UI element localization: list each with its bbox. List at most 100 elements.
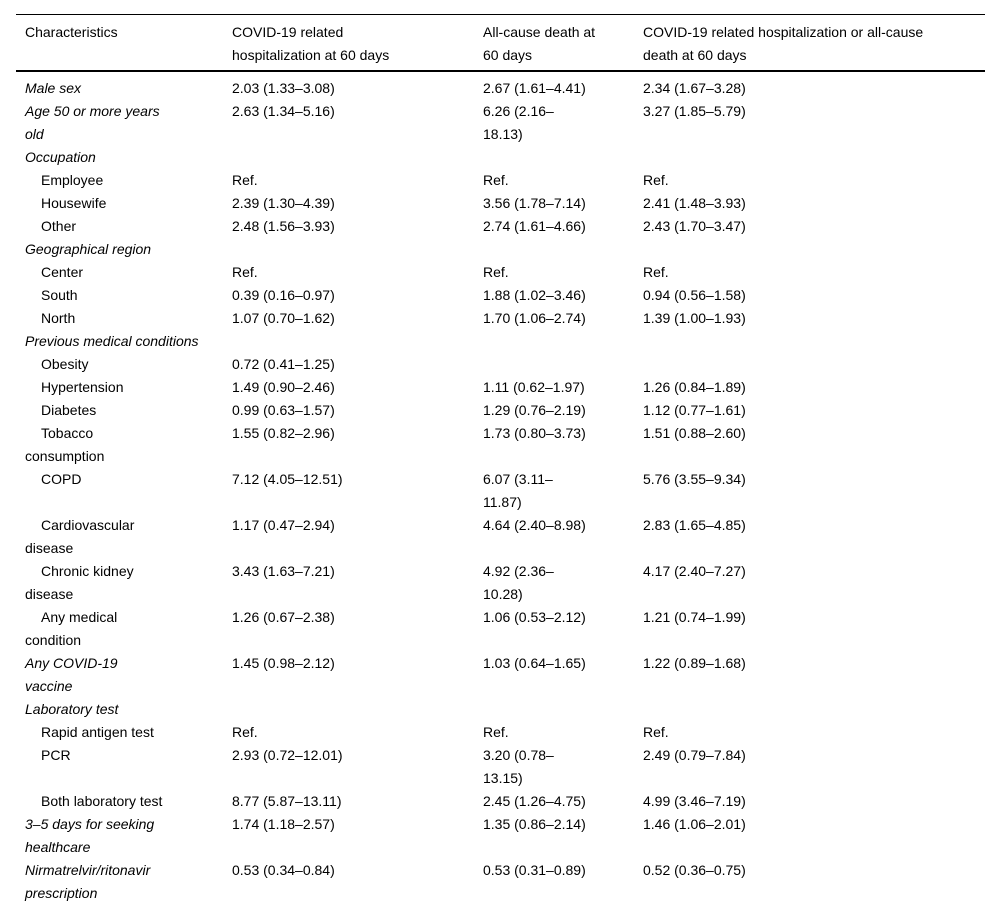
row-label: COPD <box>41 471 82 487</box>
value-cell: 1.29 (0.76–2.19) <box>483 402 586 418</box>
value-cell <box>232 146 483 169</box>
value-cell: Ref. <box>232 724 258 740</box>
value-cell: 2.45 (1.26–4.75) <box>483 793 586 809</box>
value-cell: 3.20 (0.78– 13.15) <box>483 747 554 786</box>
row-label: 3–5 days for seeking healthcare <box>25 816 155 855</box>
value-cell: 2.03 (1.33–3.08) <box>232 80 335 96</box>
row-label: Occupation <box>25 149 96 165</box>
value-cell <box>483 146 643 169</box>
value-cell: 2.83 (1.65–4.85) <box>643 517 746 533</box>
table-row: South 0.39 (0.16–0.97) 1.88 (1.02–3.46) 0.9… <box>16 284 985 307</box>
table-row: Any medical condition 1.26 (0.67–2.38) 1.0… <box>16 606 985 652</box>
value-cell: 2.34 (1.67–3.28) <box>643 80 746 96</box>
value-cell: 1.55 (0.82–2.96) <box>232 425 335 441</box>
section-row: Occupation <box>16 146 985 169</box>
value-cell: 1.46 (1.06–2.01) <box>643 816 746 832</box>
value-cell <box>483 330 643 353</box>
value-cell: 0.94 (0.56–1.58) <box>643 287 746 303</box>
value-cell: Ref. <box>643 264 669 280</box>
results-table: Characteristics COVID-19 related hospita… <box>16 14 985 911</box>
value-cell <box>483 698 643 721</box>
table-row: Center Ref. Ref. Ref. <box>16 261 985 284</box>
value-cell: 4.17 (2.40–7.27) <box>643 563 746 579</box>
value-cell: 1.70 (1.06–2.74) <box>483 310 586 326</box>
value-cell: 0.72 (0.41–1.25) <box>232 356 335 372</box>
row-label: Diabetes <box>41 402 97 418</box>
table-row: Other 2.48 (1.56–3.93) 2.74 (1.61–4.66) 2.4… <box>16 215 985 238</box>
table-row: Chronic kidney disease 3.43 (1.63–7.21) 4.… <box>16 560 985 606</box>
table-row: Age 50 or more years old 2.63 (1.34–5.16)… <box>16 100 985 146</box>
value-cell: 6.26 (2.16– 18.13) <box>483 103 554 142</box>
value-cell: 1.06 (0.53–2.12) <box>483 609 586 625</box>
value-cell <box>232 238 483 261</box>
value-cell: 0.52 (0.36–0.75) <box>643 862 746 878</box>
value-cell: 2.74 (1.61–4.66) <box>483 218 586 234</box>
value-cell: 7.12 (4.05–12.51) <box>232 471 343 487</box>
value-cell: 1.22 (0.89–1.68) <box>643 655 746 671</box>
value-cell: 0.99 (0.63–1.57) <box>232 402 335 418</box>
value-cell: 1.35 (0.86–2.14) <box>483 816 586 832</box>
value-cell: 1.39 (1.00–1.93) <box>643 310 746 326</box>
value-cell <box>483 238 643 261</box>
column-header-covid-hospitalization: COVID-19 related hospitalization at 60 d… <box>232 14 483 72</box>
value-cell <box>643 330 985 353</box>
value-cell: 0.39 (0.16–0.97) <box>232 287 335 303</box>
value-cell: 1.11 (0.62–1.97) <box>483 379 585 395</box>
row-label: Tobacco consumption <box>25 425 105 464</box>
value-cell: 5.76 (3.55–9.34) <box>643 471 746 487</box>
value-cell: 1.07 (0.70–1.62) <box>232 310 335 326</box>
row-label: Both laboratory test <box>41 793 163 809</box>
table-row: 3–5 days for seeking healthcare 1.74 (1.1… <box>16 813 985 859</box>
value-cell: 2.67 (1.61–4.41) <box>483 80 586 96</box>
value-cell: Ref. <box>483 724 509 740</box>
table-body: Male sex 2.03 (1.33–3.08) 2.67 (1.61–4.41)… <box>16 71 985 911</box>
value-cell: 1.26 (0.67–2.38) <box>232 609 335 625</box>
row-label: Cardiovascular disease <box>25 517 135 556</box>
value-cell: 0.53 (0.31–0.89) <box>483 862 586 878</box>
table-row: Tobacco consumption 1.55 (0.82–2.96) 1.73 … <box>16 422 985 468</box>
value-cell <box>643 353 985 376</box>
value-cell: 2.39 (1.30–4.39) <box>232 195 335 211</box>
value-cell: 1.49 (0.90–2.46) <box>232 379 335 395</box>
value-cell: 1.51 (0.88–2.60) <box>643 425 746 441</box>
table-row: Nirmatrelvir/ritonavir prescription 0.53 … <box>16 859 985 911</box>
column-header-hospitalization-or-death: COVID-19 related hospitalization or all-… <box>643 14 985 72</box>
section-row: Geographical region <box>16 238 985 261</box>
value-cell: Ref. <box>483 264 509 280</box>
value-cell: 1.73 (0.80–3.73) <box>483 425 586 441</box>
table-row: Diabetes 0.99 (0.63–1.57) 1.29 (0.76–2.19)… <box>16 399 985 422</box>
value-cell: Ref. <box>643 172 669 188</box>
row-label: Previous medical conditions <box>25 333 199 349</box>
value-cell: 1.03 (0.64–1.65) <box>483 655 586 671</box>
row-label: Age 50 or more years old <box>25 103 160 142</box>
value-cell: 3.27 (1.85–5.79) <box>643 103 746 119</box>
value-cell: 2.43 (1.70–3.47) <box>643 218 746 234</box>
value-cell <box>232 698 483 721</box>
table-row: Cardiovascular disease 1.17 (0.47–2.94) 4.… <box>16 514 985 560</box>
row-label: Nirmatrelvir/ritonavir prescription <box>25 862 151 901</box>
value-cell: 6.07 (3.11– 11.87) <box>483 471 553 510</box>
table-row: Both laboratory test 8.77 (5.87–13.11) 2.4… <box>16 790 985 813</box>
row-label: Housewife <box>41 195 107 211</box>
value-cell <box>232 330 483 353</box>
row-label: Chronic kidney disease <box>25 563 134 602</box>
value-cell: 4.64 (2.40–8.98) <box>483 517 586 533</box>
column-header-characteristics: Characteristics <box>16 14 232 72</box>
table-row: North 1.07 (0.70–1.62) 1.70 (1.06–2.74) 1.3… <box>16 307 985 330</box>
section-row: Laboratory test <box>16 698 985 721</box>
value-cell: 0.53 (0.34–0.84) <box>232 862 335 878</box>
value-cell: 1.17 (0.47–2.94) <box>232 517 335 533</box>
row-label: Employee <box>41 172 104 188</box>
value-cell: 3.43 (1.63–7.21) <box>232 563 335 579</box>
table-row: Rapid antigen test Ref. Ref. Ref. <box>16 721 985 744</box>
table-row: Male sex 2.03 (1.33–3.08) 2.67 (1.61–4.41)… <box>16 71 985 100</box>
value-cell: 4.92 (2.36– 10.28) <box>483 563 554 602</box>
value-cell: 1.21 (0.74–1.99) <box>643 609 746 625</box>
row-label: Any COVID-19 vaccine <box>25 655 118 694</box>
row-label: Other <box>41 218 77 234</box>
row-label: Male sex <box>25 80 82 96</box>
value-cell: Ref. <box>232 172 258 188</box>
header-row: Characteristics COVID-19 related hospita… <box>16 14 985 72</box>
results-table-wrap: Characteristics COVID-19 related hospita… <box>16 14 985 911</box>
